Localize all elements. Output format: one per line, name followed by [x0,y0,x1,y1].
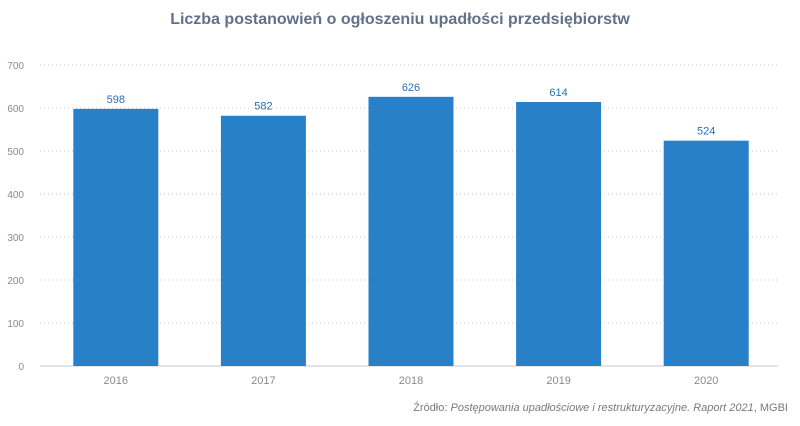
bar-2019 [516,101,602,366]
source-text: Postępowania upadłościowe i restrukturyz… [450,402,754,414]
data-label-2020: 524 [697,126,715,138]
bar-2017 [220,115,306,367]
y-tick-label: 0 [18,362,24,373]
bar-2020 [663,140,749,366]
data-label-2018: 626 [402,82,420,94]
x-tick-label-2016: 2016 [104,375,128,387]
y-tick-label: 600 [7,104,24,115]
x-tick-label-2018: 2018 [399,375,423,387]
data-label-2017: 582 [254,101,272,113]
y-tick-label: 400 [7,190,24,201]
y-tick-label: 200 [7,276,24,287]
data-label-2019: 614 [549,87,567,99]
bar-2018 [368,96,454,366]
bars [73,96,749,367]
chart-title: Liczba postanowień o ogłoszeniu upadłośc… [170,11,630,28]
bar-2016 [73,108,159,367]
x-tick-label-2020: 2020 [694,375,718,387]
source-suffix: , MGBI [753,402,788,414]
y-tick-label: 500 [7,147,24,158]
y-axis-ticks: 0 100 200 300 400 500 600 700 [7,61,24,373]
source-prefix: Źródło: [413,402,451,414]
x-tick-label-2017: 2017 [251,375,275,387]
source-note: Źródło: Postępowania upadłościowe i rest… [413,402,788,414]
x-tick-label-2019: 2019 [546,375,570,387]
y-tick-label: 700 [7,61,24,72]
x-axis-ticks: 2016 2017 2018 2019 2020 [104,375,719,387]
data-label-2016: 598 [107,94,125,106]
data-labels: 598 582 626 614 524 [107,82,716,138]
y-tick-label: 100 [7,319,24,330]
y-tick-label: 300 [7,233,24,244]
